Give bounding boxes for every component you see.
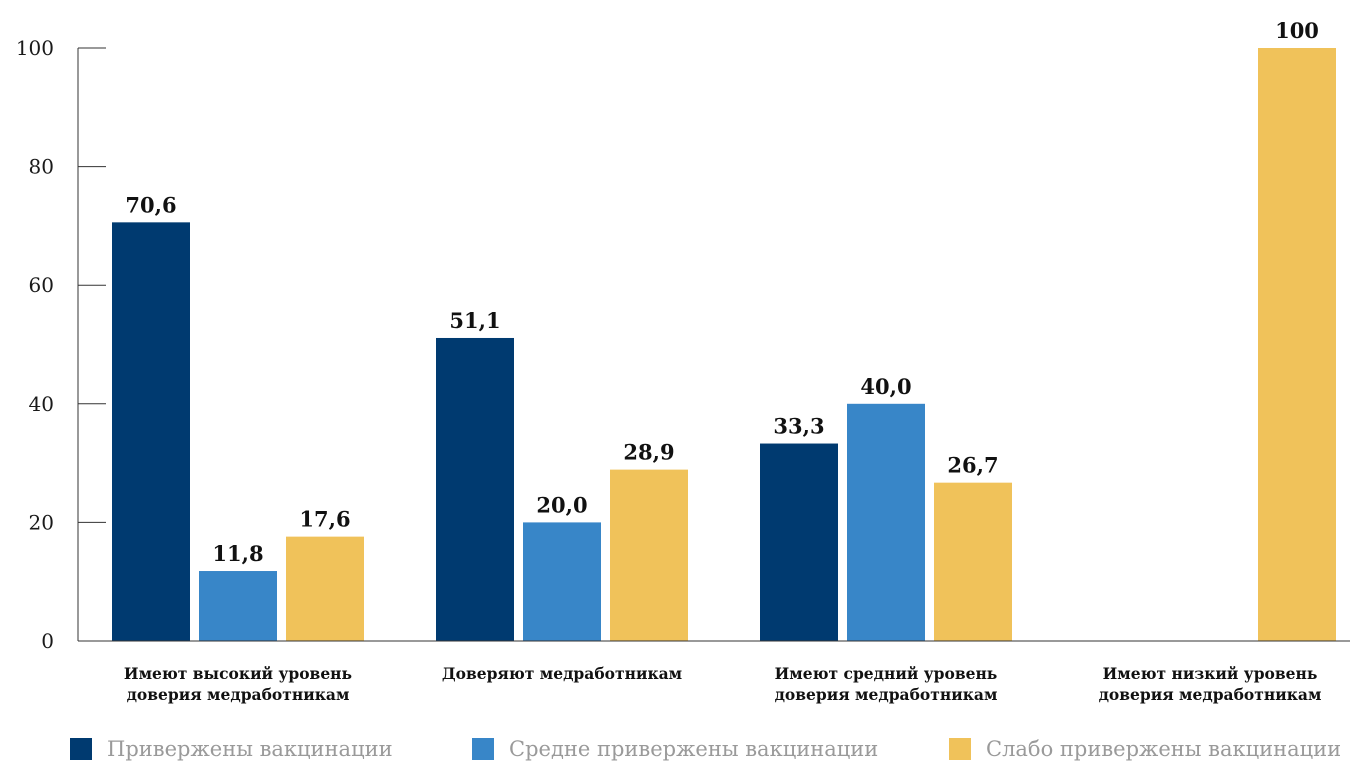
legend-swatch — [70, 738, 92, 760]
y-tick-label: 100 — [16, 36, 54, 60]
legend-label: Привержены вакцинации — [107, 737, 393, 761]
data-label: 33,3 — [773, 414, 824, 439]
bar — [286, 536, 364, 641]
bar — [760, 443, 838, 641]
data-label: 26,7 — [947, 453, 998, 478]
legend-swatch — [949, 738, 971, 760]
data-label: 28,9 — [623, 440, 674, 465]
data-label: 20,0 — [536, 492, 587, 517]
x-axis: Имеют высокий уровень доверия медработник… — [78, 640, 1350, 704]
y-tick-label: 60 — [29, 273, 54, 297]
bar — [934, 482, 1012, 641]
data-label: 40,0 — [860, 374, 911, 399]
data-label: 70,6 — [125, 192, 176, 217]
bar — [610, 469, 688, 641]
bar — [847, 403, 925, 641]
data-label: 17,6 — [299, 507, 350, 532]
value-labels: 70,6 11,8 17,6 51,1 20,0 28,9 33,3 40,0 26,7 100 — [125, 18, 1319, 566]
bar — [199, 571, 277, 641]
y-tick-label: 20 — [29, 510, 54, 534]
bars — [112, 48, 1336, 642]
data-label: 51,1 — [449, 308, 500, 333]
x-tick-label: Доверяют медработникам — [442, 664, 682, 683]
y-tick-label: 40 — [29, 392, 54, 416]
legend: Привержены вакцинации Средне привержены в… — [70, 737, 1341, 761]
legend-swatch — [472, 738, 494, 760]
bar — [1258, 48, 1336, 641]
y-axis: 0 20 40 60 80 100 — [16, 36, 106, 653]
bar — [112, 222, 190, 642]
x-tick-label: Имеют средний уровень доверия медработник… — [775, 664, 998, 704]
y-tick-label: 0 — [41, 629, 54, 653]
bar — [436, 337, 514, 641]
x-tick-label: Имеют высокий уровень доверия медработник… — [124, 664, 352, 704]
data-label: 100 — [1275, 18, 1319, 43]
y-tick-label: 80 — [29, 155, 54, 179]
bar — [523, 522, 601, 641]
data-label: 11,8 — [212, 541, 263, 566]
legend-label: Средне привержены вакцинации — [509, 737, 878, 761]
x-tick-label: Имеют низкий уровень доверия медработника… — [1099, 664, 1322, 704]
legend-label: Слабо привержены вакцинации — [986, 737, 1341, 761]
